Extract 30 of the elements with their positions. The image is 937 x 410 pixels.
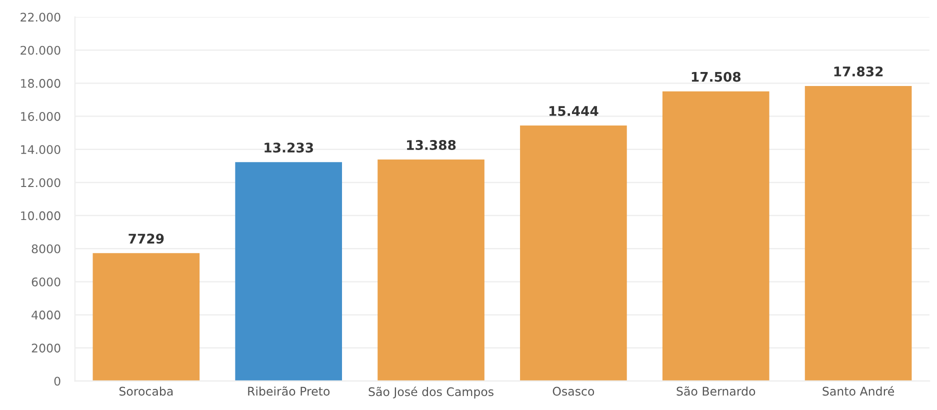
bar (662, 91, 770, 382)
y-tick-label: 2000 (32, 344, 60, 353)
x-tick-label: Osasco (552, 386, 594, 396)
y-tick-label: 0 (54, 376, 60, 386)
y-tick-label: 10.000 (21, 211, 60, 220)
y-tick-label: 4000 (32, 310, 60, 320)
bar (235, 162, 342, 382)
x-tick-label: Ribeirão Preto (248, 386, 330, 396)
data-label: 15.444 (549, 106, 598, 116)
y-tick-label: 18.000 (21, 78, 60, 88)
y-tick-label: 22.000 (20, 12, 60, 22)
data-label: 17.832 (834, 66, 883, 76)
data-label: 13.233 (264, 142, 314, 153)
y-tick-label: 12.000 (21, 178, 60, 188)
x-tick-label: Sorocaba (119, 386, 173, 396)
y-tick-label: 20.000 (20, 46, 60, 55)
y-tick-label: 14.000 (21, 145, 60, 154)
x-tick-label: São Bernardo (676, 386, 756, 396)
data-label: 7729 (128, 234, 164, 244)
bar (92, 253, 200, 382)
y-tick-label: 6000 (32, 277, 60, 286)
x-tick-label: São José dos Campos (368, 386, 494, 398)
data-label: 13.388 (407, 140, 456, 150)
y-tick-label: 16.000 (21, 112, 60, 121)
x-tick-label: Santo André (822, 386, 894, 396)
bar (804, 86, 912, 382)
bar (520, 125, 627, 382)
y-tick-label: 8000 (32, 244, 60, 254)
data-label: 17.508 (692, 72, 741, 82)
bar (378, 160, 484, 382)
